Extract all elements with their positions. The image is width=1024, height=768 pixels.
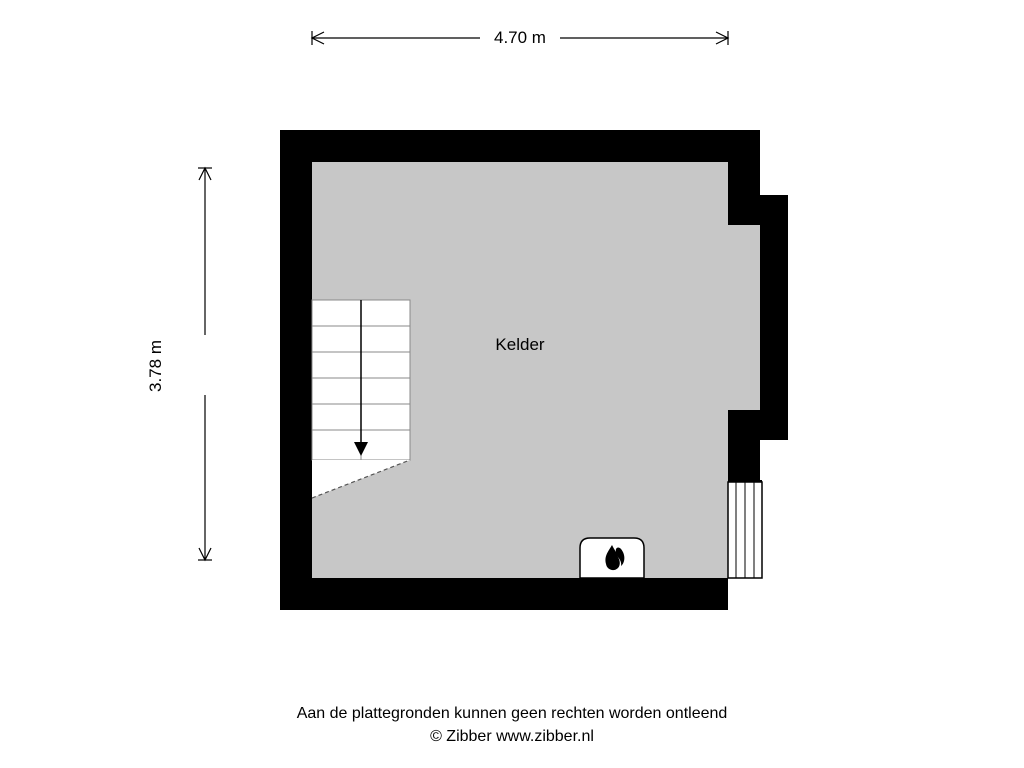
dim-height-label: 3.78 m — [146, 340, 166, 392]
footer-line2: © Zibber www.zibber.nl — [0, 726, 1024, 748]
heater-icon — [580, 538, 644, 578]
room-label: Kelder — [495, 335, 544, 354]
footer: Aan de plattegronden kunnen geen rechten… — [0, 703, 1024, 748]
floorplan-container: Kelder 4.70 m 3.78 m Aan de plattegronde… — [0, 0, 1024, 768]
stairs — [312, 300, 410, 498]
window — [728, 482, 762, 578]
footer-line1: Aan de plattegronden kunnen geen rechten… — [0, 703, 1024, 725]
dim-left — [198, 168, 212, 560]
dim-width-label: 4.70 m — [494, 28, 546, 48]
